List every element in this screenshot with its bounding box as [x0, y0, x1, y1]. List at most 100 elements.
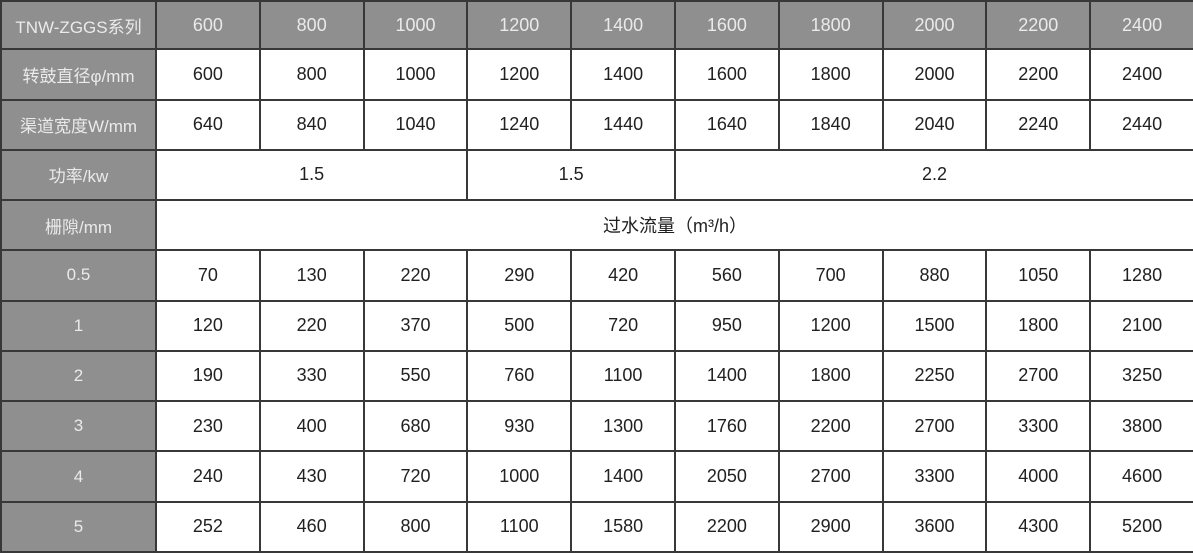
model-header-cell: 1200 — [466, 0, 573, 51]
data-cell: 70 — [155, 249, 261, 302]
data-cell: 1640 — [673, 98, 780, 151]
row-label-cell: 0.5 — [0, 249, 157, 302]
model-header-cell: 2000 — [881, 0, 988, 51]
data-cell: 2040 — [881, 98, 988, 151]
model-header-cell: 2400 — [1089, 0, 1193, 51]
row-label-cell: 5 — [0, 500, 157, 553]
table-row: 转鼓直径φ/mm 600 800 1000 1200 1400 1600 1800 2000 22… — [0, 48, 1193, 101]
table-row: 5 252 460 800 1100 1580 2200 2900 3600 4300 5200 — [0, 500, 1193, 553]
row-label-cell: 2 — [0, 349, 157, 403]
data-cell: 2900 — [777, 500, 884, 553]
data-cell: 1240 — [466, 98, 573, 151]
merged-data-cell: 2.2 — [673, 148, 1193, 202]
data-cell: 2700 — [881, 400, 988, 453]
data-cell: 3300 — [881, 450, 988, 503]
data-cell: 500 — [466, 299, 573, 352]
data-cell: 4000 — [985, 450, 1092, 503]
table-row: 4 240 430 720 1000 1400 2050 2700 3300 4000 4600 — [0, 450, 1193, 503]
data-cell: 230 — [155, 400, 261, 453]
data-cell: 950 — [673, 299, 780, 352]
row-label-cell: 转鼓直径φ/mm — [0, 48, 157, 101]
data-cell: 2200 — [673, 500, 780, 553]
table-row: 栅隙/mm 过水流量（m³/h） — [0, 199, 1193, 252]
data-cell: 930 — [466, 400, 573, 453]
data-cell: 1800 — [985, 299, 1092, 352]
data-cell: 1440 — [570, 98, 676, 151]
data-cell: 1280 — [1089, 249, 1193, 302]
data-cell: 1760 — [673, 400, 780, 453]
data-cell: 3600 — [881, 500, 988, 553]
merged-data-cell: 1.5 — [466, 148, 676, 202]
row-label-cell: 4 — [0, 450, 157, 503]
data-cell: 190 — [155, 349, 261, 403]
data-cell: 720 — [570, 299, 676, 352]
row-label-cell: 3 — [0, 400, 157, 453]
data-cell: 1200 — [777, 299, 884, 352]
data-cell: 2400 — [1089, 48, 1193, 101]
data-cell: 4600 — [1089, 450, 1193, 503]
model-header-cell: 1000 — [362, 0, 469, 51]
table-row: 2 190 330 550 760 1100 1400 1800 2250 2700 3250 — [0, 349, 1193, 403]
row-label-cell: 栅隙/mm — [0, 199, 157, 252]
data-cell: 220 — [258, 299, 365, 352]
data-cell: 1400 — [570, 450, 676, 503]
data-cell: 1000 — [466, 450, 573, 503]
data-cell: 2700 — [777, 450, 884, 503]
data-cell: 2050 — [673, 450, 780, 503]
data-cell: 2700 — [985, 349, 1092, 403]
table-row: 3 230 400 680 930 1300 1760 2200 2700 3300 3800 — [0, 400, 1193, 453]
data-cell: 3800 — [1089, 400, 1193, 453]
data-cell: 1300 — [570, 400, 676, 453]
data-cell: 1500 — [881, 299, 988, 352]
merged-data-cell: 过水流量（m³/h） — [155, 199, 1193, 252]
data-cell: 1040 — [362, 98, 469, 151]
data-cell: 1000 — [362, 48, 469, 101]
data-cell: 240 — [155, 450, 261, 503]
data-cell: 1100 — [570, 349, 676, 403]
row-label-cell: 功率/kw — [0, 148, 157, 202]
data-cell: 1400 — [570, 48, 676, 101]
data-cell: 4300 — [985, 500, 1092, 553]
model-header-cell: 600 — [155, 0, 261, 51]
data-cell: 252 — [155, 500, 261, 553]
data-cell: 1100 — [466, 500, 573, 553]
table-row: 功率/kw 1.5 1.5 2.2 — [0, 148, 1193, 202]
data-cell: 1400 — [673, 349, 780, 403]
model-header-cell: 1800 — [777, 0, 884, 51]
data-cell: 2000 — [881, 48, 988, 101]
model-header-cell: 1600 — [673, 0, 780, 51]
data-cell: 2250 — [881, 349, 988, 403]
data-cell: 2100 — [1089, 299, 1193, 352]
data-cell: 3250 — [1089, 349, 1193, 403]
data-cell: 220 — [362, 249, 469, 302]
data-cell: 2440 — [1089, 98, 1193, 151]
data-cell: 1050 — [985, 249, 1092, 302]
data-cell: 560 — [673, 249, 780, 302]
model-header-cell: 1400 — [570, 0, 676, 51]
data-cell: 330 — [258, 349, 365, 403]
data-cell: 760 — [466, 349, 573, 403]
data-cell: 2240 — [985, 98, 1092, 151]
merged-data-cell: 1.5 — [154, 148, 469, 202]
data-cell: 1800 — [777, 349, 884, 403]
data-cell: 1800 — [777, 48, 884, 101]
data-cell: 120 — [155, 299, 261, 352]
row-label-cell: 1 — [0, 299, 157, 352]
data-cell: 460 — [258, 500, 365, 553]
data-cell: 680 — [362, 400, 469, 453]
data-cell: 1200 — [466, 48, 573, 101]
data-cell: 2200 — [985, 48, 1092, 101]
data-cell: 720 — [362, 450, 469, 503]
header-row: TNW-ZGGS系列 600 800 1000 1200 1400 1600 1800 2000… — [0, 0, 1193, 51]
data-cell: 370 — [362, 299, 469, 352]
data-cell: 700 — [777, 249, 884, 302]
data-cell: 880 — [881, 249, 988, 302]
data-cell: 800 — [258, 48, 365, 101]
model-header-cell: 800 — [258, 0, 365, 51]
data-cell: 400 — [258, 400, 365, 453]
data-cell: 420 — [570, 249, 676, 302]
data-cell: 2200 — [777, 400, 884, 453]
data-cell: 290 — [466, 249, 573, 302]
